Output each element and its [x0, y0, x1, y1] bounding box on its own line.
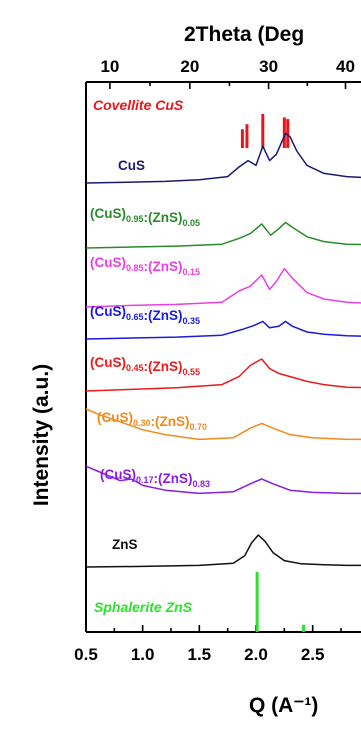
trace-0 — [85, 132, 361, 184]
series-label-5: (CuS)0.30:(ZnS)0.70 — [97, 410, 207, 432]
label-subscript: 0.17 — [136, 475, 154, 485]
series-label-6: (CuS)0.17:(ZnS)0.83 — [100, 467, 210, 489]
label-subscript: 0.83 — [193, 479, 211, 489]
label-text: :(ZnS) — [144, 210, 183, 225]
top-tick-label: 40 — [336, 57, 355, 76]
x-tick-label: 2.0 — [244, 645, 268, 664]
reference-label: Sphalerite ZnS — [94, 599, 193, 615]
series-label-4: (CuS)0.45:(ZnS)0.55 — [90, 355, 200, 377]
reference-label: Covellite CuS — [93, 97, 184, 113]
trace-2 — [85, 267, 361, 308]
trace-1 — [85, 221, 361, 249]
label-text: (CuS) — [97, 410, 133, 425]
diffraction-traces — [85, 132, 361, 568]
label-subscript: 0.35 — [183, 316, 201, 326]
x-tick-label: 0.5 — [74, 645, 98, 664]
label-subscript: 0.30 — [133, 418, 151, 428]
series-label-0: CuS — [118, 158, 145, 173]
label-text: :(ZnS) — [144, 359, 183, 374]
label-text: :(ZnS) — [151, 414, 190, 429]
label-text: :(ZnS) — [144, 259, 183, 274]
y-axis-label: Intensity (a.u.) — [30, 364, 53, 506]
x-tick-label: 1.5 — [188, 645, 212, 664]
series-labels: CuS(CuS)0.95:(ZnS)0.05(CuS)0.85:(ZnS)0.1… — [90, 158, 210, 552]
label-subscript: 0.05 — [183, 218, 201, 228]
trace-6 — [85, 465, 361, 495]
top-tick-label: 20 — [180, 57, 199, 76]
x-axis-label: Q (A⁻¹) — [249, 694, 318, 717]
label-subscript: 0.85 — [126, 263, 144, 273]
label-subscript: 0.45 — [126, 363, 144, 373]
series-label-7: ZnS — [112, 537, 138, 552]
top-tick-label: 30 — [259, 57, 278, 76]
label-subscript: 0.95 — [126, 214, 144, 224]
plot-axes: 0.51.01.52.02.5310203040 — [74, 57, 361, 664]
label-text: :(ZnS) — [154, 471, 193, 486]
label-text: (CuS) — [90, 355, 126, 370]
label-text: (CuS) — [90, 304, 126, 319]
trace-5 — [85, 408, 361, 441]
label-subscript: 0.65 — [126, 312, 144, 322]
x-tick-label: 1.0 — [131, 645, 155, 664]
top-tick-label: 10 — [100, 57, 119, 76]
label-text: :(ZnS) — [144, 308, 183, 323]
trace-3 — [85, 320, 361, 340]
x-tick-label: 2.5 — [301, 645, 325, 664]
series-label-1: (CuS)0.95:(ZnS)0.05 — [90, 206, 200, 228]
label-text: (CuS) — [100, 467, 136, 482]
label-text: CuS — [118, 158, 145, 173]
top-x-axis-label: 2Theta (Deg — [184, 23, 304, 46]
label-subscript: 0.70 — [190, 422, 208, 432]
series-label-2: (CuS)0.85:(ZnS)0.15 — [90, 255, 200, 277]
trace-4 — [85, 358, 361, 392]
label-text: (CuS) — [90, 255, 126, 270]
label-subscript: 0.15 — [183, 267, 201, 277]
label-text: (CuS) — [90, 206, 126, 221]
reference-patterns: Covellite CuS Sphalerite ZnS — [93, 97, 306, 632]
label-text: ZnS — [112, 537, 138, 552]
trace-7 — [85, 534, 361, 568]
series-label-3: (CuS)0.65:(ZnS)0.35 — [90, 304, 200, 326]
label-subscript: 0.55 — [183, 367, 201, 377]
